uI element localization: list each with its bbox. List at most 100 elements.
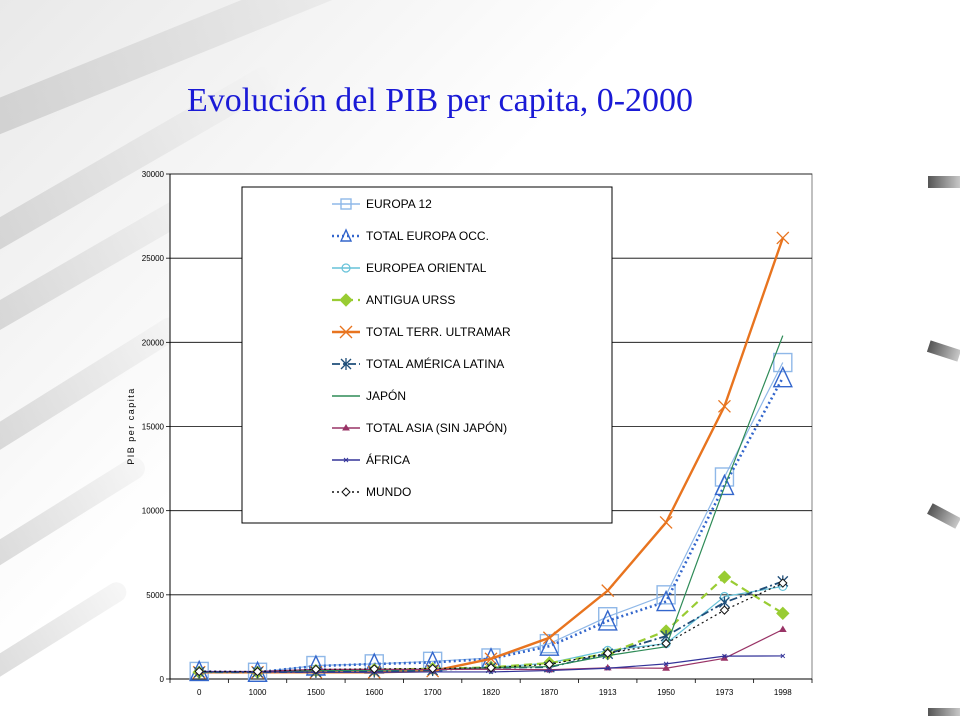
data-point-stroke xyxy=(605,665,611,671)
data-point xyxy=(343,457,349,463)
legend-item: TOTAL ASIA (SIN JAPÓN) xyxy=(332,420,507,435)
legend-label: ÁFRICA xyxy=(366,452,410,467)
data-point xyxy=(544,659,555,670)
data-point xyxy=(661,638,671,649)
legend-item: EUROPA 12 xyxy=(332,197,432,211)
data-point xyxy=(778,578,788,588)
data-point xyxy=(773,352,793,373)
edge-decoration xyxy=(928,708,960,716)
legend-item: ANTIGUA URSS xyxy=(332,293,455,307)
series-9 xyxy=(194,578,788,677)
series-line xyxy=(199,377,784,674)
x-tick-label: 0 xyxy=(197,688,202,697)
slide-title: Evolución del PIB per capita, 0-2000 xyxy=(186,82,694,119)
data-point xyxy=(547,668,552,673)
data-point xyxy=(542,631,556,645)
data-point-stroke xyxy=(780,653,786,659)
x-tick-label: 1913 xyxy=(599,688,617,697)
data-point xyxy=(722,653,727,659)
data-point xyxy=(656,585,676,605)
legend-item: EUROPEA ORIENTAL xyxy=(332,261,487,275)
legend-label: ANTIGUA URSS xyxy=(366,293,455,307)
data-point xyxy=(340,198,352,210)
legend-label: JAPÓN xyxy=(366,388,406,403)
y-tick-label: 20000 xyxy=(142,338,165,347)
x-tick-label: 1950 xyxy=(657,688,675,697)
data-point xyxy=(311,664,321,675)
data-point xyxy=(597,609,618,631)
x-tick-label: 1500 xyxy=(307,688,325,697)
x-tick-label: 1600 xyxy=(365,688,383,697)
data-point xyxy=(717,399,731,413)
data-point-stroke xyxy=(601,584,615,598)
data-point xyxy=(772,366,793,388)
legend-label: TOTAL EUROPA OCC. xyxy=(366,229,489,243)
axes: 0 5000 10000 15000 20000 25000 30000 0 1000 1500 1… xyxy=(142,170,813,697)
data-point-stroke xyxy=(343,457,349,463)
x-tick-label: 1973 xyxy=(716,688,734,697)
data-point xyxy=(778,625,787,633)
data-point xyxy=(776,606,790,621)
data-point-stroke xyxy=(659,515,673,529)
legend-label: MUNDO xyxy=(366,485,411,499)
data-point xyxy=(339,325,353,339)
data-point-stroke xyxy=(339,325,353,339)
y-axis-label: PIB per capita xyxy=(126,387,136,465)
data-point xyxy=(714,473,735,496)
data-point xyxy=(339,293,353,307)
data-point xyxy=(663,661,669,667)
x-tick-label: 1820 xyxy=(482,688,500,697)
legend-label: TOTAL AMÉRICA LATINA xyxy=(366,356,504,371)
y-tick-label: 25000 xyxy=(142,254,165,263)
data-point xyxy=(662,664,670,671)
data-point xyxy=(252,666,263,677)
legend-label: EUROPA 12 xyxy=(366,197,432,211)
data-point-stroke xyxy=(722,653,727,659)
data-point xyxy=(341,263,351,273)
data-point xyxy=(340,358,352,370)
data-point-stroke xyxy=(776,231,790,245)
data-point xyxy=(341,487,351,497)
edge-decoration xyxy=(928,176,960,188)
data-point xyxy=(427,663,438,674)
legend-item: TOTAL AMÉRICA LATINA xyxy=(332,356,504,371)
data-point xyxy=(717,570,732,584)
data-point xyxy=(339,228,353,242)
data-point xyxy=(605,665,611,671)
data-point xyxy=(486,663,496,673)
data-point xyxy=(601,584,615,598)
x-tick-label: 1870 xyxy=(540,688,558,697)
y-tick-label: 0 xyxy=(160,675,165,684)
y-tick-label: 15000 xyxy=(142,423,165,432)
legend-item: TOTAL TERR. ULTRAMAR xyxy=(332,325,511,339)
data-point xyxy=(603,648,613,658)
data-point xyxy=(659,515,673,529)
data-point xyxy=(539,634,560,656)
data-point-stroke xyxy=(484,652,498,666)
legend-item: JAPÓN xyxy=(332,388,406,403)
data-point xyxy=(484,652,498,666)
data-point-stroke xyxy=(717,399,731,413)
data-point-stroke xyxy=(547,668,552,673)
y-tick-label: 5000 xyxy=(146,591,164,600)
legend-item: ÁFRICA xyxy=(332,452,410,467)
x-tick-label: 1998 xyxy=(774,688,792,697)
data-point-stroke xyxy=(663,661,669,667)
data-point xyxy=(369,664,379,674)
y-tick-label: 10000 xyxy=(142,507,165,516)
legend-label: EUROPEA ORIENTAL xyxy=(366,261,487,275)
data-point xyxy=(194,666,204,677)
legend: EUROPA 12 TOTAL EUROPA OCC. EUROPEA ORIENT… xyxy=(241,186,613,524)
legend-label: TOTAL TERR. ULTRAMAR xyxy=(366,325,511,339)
data-point xyxy=(780,653,786,659)
data-point-stroke xyxy=(542,631,556,645)
series-layer xyxy=(189,231,793,682)
y-tick-label: 30000 xyxy=(142,170,165,179)
x-tick-label: 1700 xyxy=(424,688,442,697)
data-point xyxy=(776,231,790,245)
legend-item: TOTAL EUROPA OCC. xyxy=(332,228,489,243)
data-point xyxy=(342,424,350,431)
data-point xyxy=(655,589,677,612)
x-tick-label: 1000 xyxy=(249,688,267,697)
